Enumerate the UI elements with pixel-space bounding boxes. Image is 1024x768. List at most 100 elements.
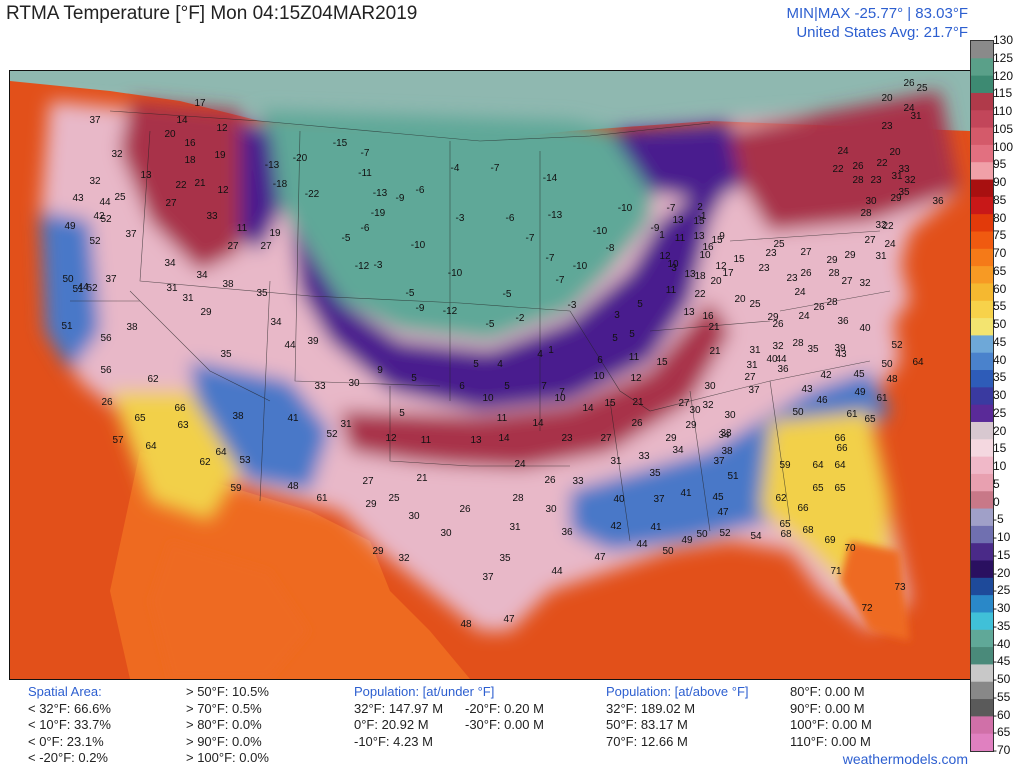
temperature-value: 61 — [846, 409, 858, 420]
temperature-value: 27 — [841, 276, 853, 287]
temperature-value: 38 — [126, 322, 138, 333]
temperature-map[interactable]: -15 -20 -7 -11 -13 -19 -9 -6 -4 -7 -14 -13 -10 -9 -10-… — [9, 70, 971, 680]
temperature-value: 65 — [864, 414, 876, 425]
colorbar-label: -65 — [993, 725, 1011, 740]
temperature-value: 71 — [830, 566, 842, 577]
temperature-value: 39 — [307, 336, 319, 347]
colorbar-swatch — [971, 41, 993, 59]
temperature-value: -9 — [396, 193, 405, 204]
temperature-value: 22 — [882, 221, 894, 232]
temperature-value: 10 — [699, 250, 711, 261]
temperature-value: -5 — [503, 289, 512, 300]
colorbar-label: 80 — [993, 210, 1007, 225]
temperature-value: -22 — [305, 189, 320, 200]
spatial-left-1: < 10°F: 33.7% — [28, 717, 111, 732]
temperature-value: 41 — [680, 488, 692, 499]
temperature-value: 27 — [864, 235, 876, 246]
colorbar-label: 45 — [993, 334, 1007, 349]
arctic-purple-region — [290, 181, 730, 411]
temperature-value: 40 — [613, 494, 625, 505]
colorbar-swatch — [971, 318, 993, 336]
temperature-value: 11 — [421, 435, 432, 446]
temperature-value: -7 — [361, 148, 370, 159]
temperature-value: 65 — [779, 519, 791, 530]
colorbar-swatch — [971, 612, 993, 631]
temperature-value: 26 — [631, 418, 643, 429]
temperature-value: 14 — [532, 418, 544, 429]
temperature-value: 44 — [551, 566, 563, 577]
colorbar-swatch — [971, 352, 993, 371]
colorbar-swatch — [971, 681, 993, 700]
temperature-value: 31 — [749, 345, 761, 356]
colorbar-swatch — [971, 283, 993, 302]
temperature-value: 24 — [514, 459, 526, 470]
colorbar-label: 50 — [993, 317, 1007, 331]
temperature-value: 43 — [801, 384, 813, 395]
temperature-value: 32 — [111, 149, 123, 160]
colorbar-swatch — [971, 335, 993, 354]
temperature-value: 12 — [630, 373, 642, 384]
temperature-value: 13 — [693, 231, 705, 242]
colorbar-label: 120 — [993, 68, 1014, 83]
colorbar-swatch — [971, 75, 993, 94]
temperature-value: 31 — [875, 251, 887, 262]
temperature-value: 4 — [537, 349, 543, 360]
temperature-value: 26 — [772, 319, 784, 330]
colorbar-swatch — [971, 456, 993, 475]
spatial-left-3: < -20°F: 0.2% — [28, 750, 108, 765]
temperature-value: 16 — [184, 138, 196, 149]
temperature-value: 9 — [377, 365, 383, 376]
temperature-value: 24 — [837, 146, 849, 157]
colorbar-label: 25 — [993, 405, 1007, 420]
great-lakes-cold — [610, 121, 750, 201]
temperature-value: 34 — [270, 317, 282, 328]
temperature-value: 10 — [667, 259, 679, 270]
temperature-value: -8 — [606, 243, 615, 254]
colorbar-label: -70 — [993, 743, 1011, 757]
temperature-value: 36 — [932, 196, 944, 207]
spatial-area-header: Spatial Area: — [28, 684, 102, 699]
temperature-value: 3 — [614, 310, 620, 321]
temperature-value: 20 — [889, 147, 901, 158]
colorbar-swatch — [971, 370, 993, 388]
spatial-right-4: > 100°F: 0.0% — [186, 750, 269, 765]
colorbar-label: 90 — [993, 175, 1007, 189]
temperature-value: 57 — [112, 435, 124, 446]
hot-orange-mexico — [150, 541, 310, 679]
temperature-value: 11 — [497, 413, 508, 424]
cold-teal-region — [260, 111, 660, 341]
colorbar-swatch — [971, 647, 993, 665]
colorbar-swatch — [971, 508, 993, 527]
temperature-value: 22 — [832, 164, 844, 175]
temperature-value: -7 — [546, 253, 555, 264]
colorbar-swatch — [971, 733, 993, 752]
temperature-value: 30 — [408, 511, 420, 522]
colorbar-swatch — [971, 421, 993, 440]
temperature-value: 21 — [709, 346, 721, 357]
temperature-value: 12 — [385, 433, 397, 444]
temperature-value: -3 — [568, 300, 577, 311]
temperature-value: 27 — [744, 372, 756, 383]
temperature-value: -10 — [618, 203, 633, 214]
colorbar-label: 55 — [993, 299, 1007, 314]
colorbar-swatch — [971, 577, 993, 596]
population-under-header: Population: [at/under °F] — [354, 684, 495, 699]
temperature-value: 15 — [693, 216, 705, 227]
temperature-value: 25 — [388, 493, 400, 504]
colorbar-label: 115 — [993, 86, 1013, 101]
temperature-value: 15 — [656, 357, 668, 368]
temperature-value: 24 — [798, 311, 810, 322]
temperature-value: 65 — [834, 483, 846, 494]
colorbar-swatch — [971, 196, 993, 215]
temperature-value: 12 — [659, 251, 671, 262]
temperature-value: 65 — [812, 483, 824, 494]
temperature-value: 14 — [176, 115, 188, 126]
temperature-value: 52 — [326, 429, 338, 440]
temperature-value: 27 — [800, 247, 812, 258]
temperature-value: 33 — [206, 211, 218, 222]
temperature-value: 61 — [876, 393, 888, 404]
temperature-value: -15 — [333, 138, 348, 149]
temperature-value: 32 — [702, 400, 714, 411]
temperature-value: 29 — [844, 250, 856, 261]
temperature-value: 35 — [898, 187, 910, 198]
